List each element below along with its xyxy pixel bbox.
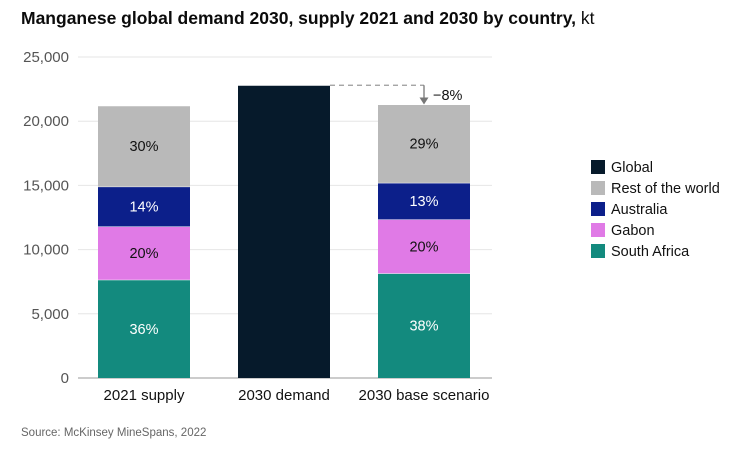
legend-label-global: Global bbox=[611, 160, 653, 176]
bar-segment-south-africa bbox=[98, 279, 190, 378]
data-label-gabon: 20% bbox=[129, 246, 158, 262]
bar-segment-south-africa bbox=[378, 273, 470, 378]
bar-segment-global bbox=[238, 85, 330, 379]
bar-segment-rest-of-the-world bbox=[378, 104, 470, 183]
y-tick-label: 20,000 bbox=[23, 113, 69, 130]
data-label-australia: 13% bbox=[409, 194, 438, 210]
legend-swatch-global bbox=[591, 160, 605, 174]
bar-segment-rest-of-the-world bbox=[98, 105, 190, 187]
x-axis-labels: 2021 supply 2030 demand 2030 base scenario bbox=[104, 387, 490, 404]
data-label-rest-of-the-world: 29% bbox=[409, 137, 438, 153]
chart-title-text: Manganese global demand 2030, supply 202… bbox=[21, 8, 577, 28]
x-tick-label: 2030 base scenario bbox=[359, 387, 490, 404]
x-tick-label: 2021 supply bbox=[104, 387, 185, 404]
bar-segment-gabon bbox=[98, 226, 190, 280]
source-note: Source: McKinsey MineSpans, 2022 bbox=[21, 427, 207, 439]
data-label-south-africa: 36% bbox=[129, 322, 158, 338]
data-label-gabon: 20% bbox=[409, 239, 438, 255]
gap-annotation: −8% bbox=[330, 84, 463, 105]
y-tick-label: 15,000 bbox=[23, 177, 69, 194]
legend-swatch-australia bbox=[591, 202, 605, 216]
bars: 36% 20% 14% 30% 38% 20% 13% 29% bbox=[98, 84, 470, 379]
chart-title-unit: kt bbox=[580, 8, 595, 28]
annotation-label: −8% bbox=[433, 88, 463, 104]
y-tick-label: 0 bbox=[61, 370, 69, 387]
y-tick-label: 10,000 bbox=[23, 242, 69, 259]
legend: Global Rest of the world Australia Gabon Sou… bbox=[591, 160, 720, 260]
chart-title: Manganese global demand 2030, supply 202… bbox=[21, 8, 595, 29]
legend-label-rest-of-the-world: Rest of the world bbox=[611, 181, 720, 197]
legend-swatch-south-africa bbox=[591, 244, 605, 258]
legend-label-australia: Australia bbox=[611, 202, 668, 218]
legend-label-gabon: Gabon bbox=[611, 223, 655, 239]
y-axis-ticks: 0 5,000 10,000 15,000 20,000 25,000 bbox=[23, 49, 69, 387]
bar-segment-australia bbox=[98, 186, 190, 227]
legend-label-south-africa: South Africa bbox=[611, 244, 690, 260]
data-label-rest-of-the-world: 30% bbox=[129, 139, 158, 155]
legend-swatch-rest-of-the-world bbox=[591, 181, 605, 195]
bar-segment-australia bbox=[378, 182, 470, 220]
y-tick-label: 5,000 bbox=[31, 306, 69, 323]
data-label-south-africa: 38% bbox=[409, 319, 438, 335]
y-tick-label: 25,000 bbox=[23, 49, 69, 66]
x-tick-label: 2030 demand bbox=[238, 387, 330, 404]
data-label-australia: 14% bbox=[129, 200, 158, 216]
bar-segment-gabon bbox=[378, 219, 470, 274]
legend-swatch-gabon bbox=[591, 223, 605, 237]
annotation-arrow-head bbox=[419, 97, 429, 105]
